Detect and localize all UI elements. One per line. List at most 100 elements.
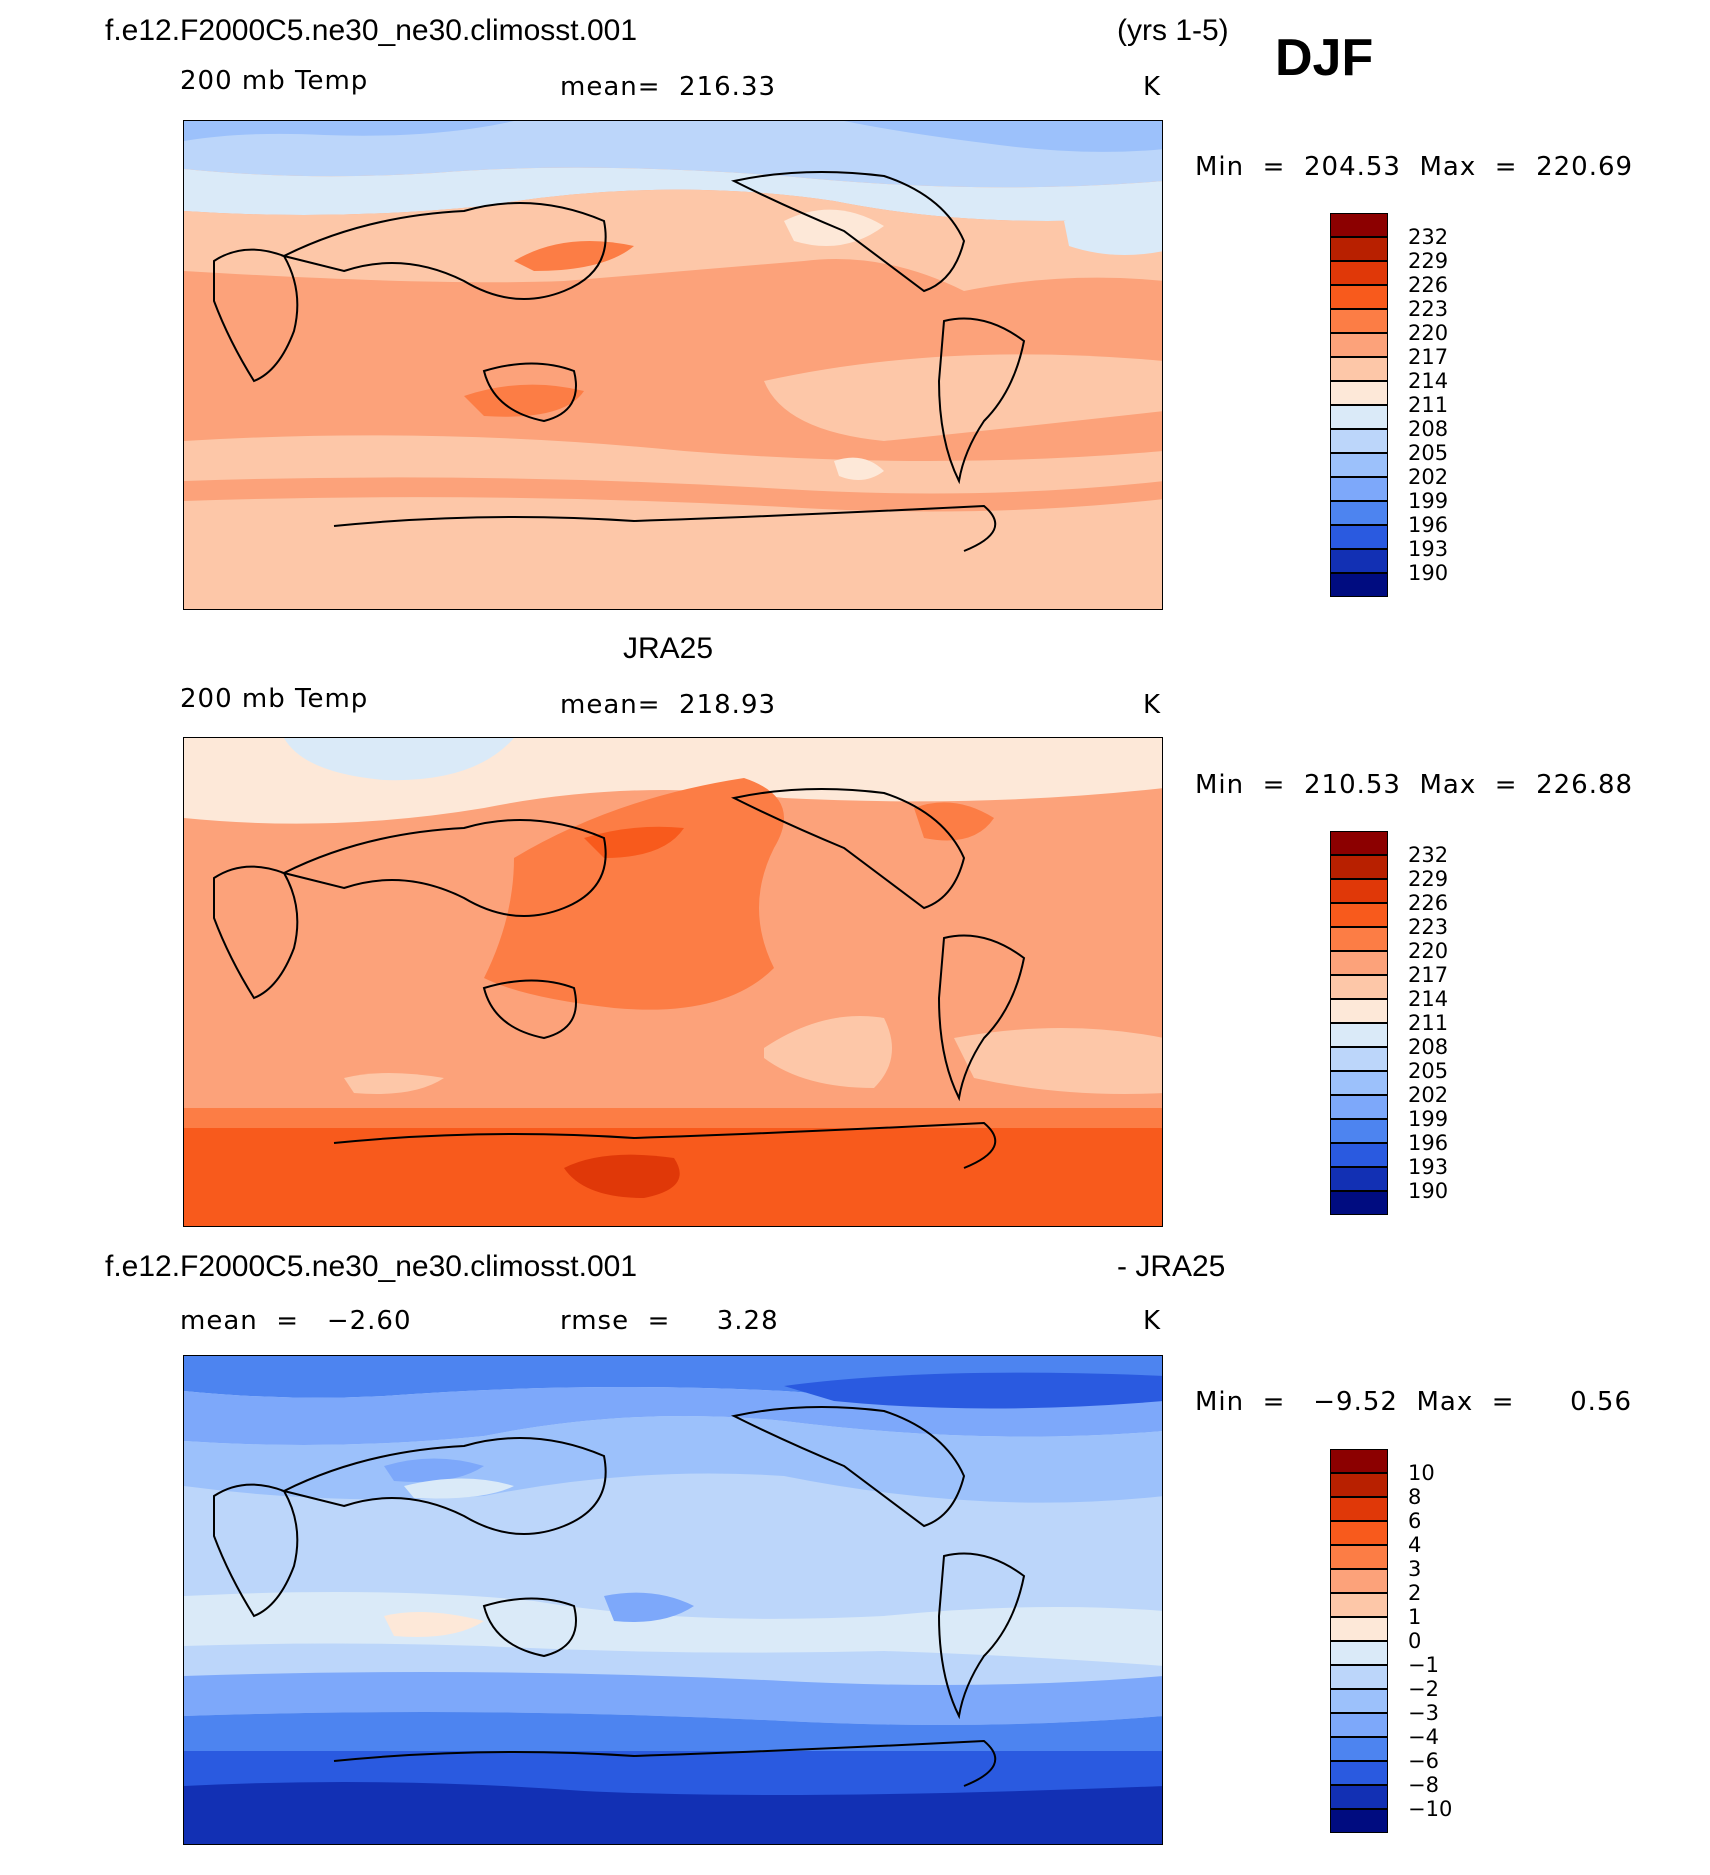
colorbar-box	[1330, 1785, 1388, 1809]
panel1-mean: mean= 216.33	[560, 72, 777, 102]
colorbar-box	[1330, 855, 1388, 879]
colorbar-box	[1330, 1473, 1388, 1497]
panel1-units: K	[1143, 72, 1162, 102]
colorbar-label: 208	[1408, 1035, 1449, 1059]
colorbar-label: 226	[1408, 273, 1449, 297]
panel3-rmse: rmse = 3.28	[560, 1306, 779, 1336]
colorbar-box	[1330, 213, 1388, 237]
colorbar-box	[1330, 1641, 1388, 1665]
colorbar-box	[1330, 879, 1388, 903]
colorbar-label: 229	[1408, 249, 1449, 273]
colorbar-box	[1330, 381, 1388, 405]
colorbar-box	[1330, 1521, 1388, 1545]
colorbar-box	[1330, 1119, 1388, 1143]
panel3-difference-map	[183, 1355, 1163, 1845]
colorbar-label: 10	[1408, 1461, 1435, 1485]
panel1-years: (yrs 1-5)	[1117, 14, 1229, 47]
colorbar-box	[1330, 1023, 1388, 1047]
colorbar-box	[1330, 261, 1388, 285]
colorbar-box	[1330, 903, 1388, 927]
colorbar-label: 8	[1408, 1485, 1422, 1509]
colorbar-box	[1330, 453, 1388, 477]
colorbar-label: 199	[1408, 1107, 1449, 1131]
colorbar-label: −6	[1408, 1749, 1439, 1773]
colorbar-box	[1330, 1809, 1388, 1833]
colorbar-box	[1330, 1689, 1388, 1713]
panel3-units: K	[1143, 1306, 1162, 1336]
colorbar-box	[1330, 1713, 1388, 1737]
colorbar-box	[1330, 1047, 1388, 1071]
colorbar-label: −2	[1408, 1677, 1439, 1701]
colorbar-box	[1330, 573, 1388, 597]
colorbar-box	[1330, 1545, 1388, 1569]
panel3-title: f.e12.F2000C5.ne30_ne30.climosst.001	[105, 1250, 638, 1283]
colorbar-box	[1330, 309, 1388, 333]
colorbar-box	[1330, 357, 1388, 381]
colorbar-box	[1330, 285, 1388, 309]
colorbar-box	[1330, 1071, 1388, 1095]
colorbar-label: 193	[1408, 1155, 1449, 1179]
panel1-minmax: Min = 204.53 Max = 220.69	[1195, 152, 1634, 182]
panel2-title: JRA25	[623, 632, 714, 665]
colorbar-label: 217	[1408, 963, 1449, 987]
colorbar-label: 190	[1408, 561, 1449, 585]
colorbar-label: 226	[1408, 891, 1449, 915]
panel2-variable-label: 200 mb Temp	[180, 684, 369, 714]
colorbar-box	[1330, 333, 1388, 357]
colorbar-label: 6	[1408, 1509, 1422, 1533]
colorbar-box	[1330, 1737, 1388, 1761]
colorbar-box	[1330, 1191, 1388, 1215]
colorbar-label: −3	[1408, 1701, 1439, 1725]
colorbar-label: 2	[1408, 1581, 1422, 1605]
panel1-model-temp-map	[183, 120, 1163, 610]
season-label: DJF	[1275, 29, 1374, 87]
colorbar-label: 214	[1408, 987, 1449, 1011]
colorbar-label: 223	[1408, 297, 1449, 321]
colorbar-box	[1330, 1167, 1388, 1191]
colorbar-box	[1330, 501, 1388, 525]
colorbar-box	[1330, 549, 1388, 573]
colorbar-label: 229	[1408, 867, 1449, 891]
colorbar-box	[1330, 1095, 1388, 1119]
colorbar-label: 211	[1408, 393, 1449, 417]
colorbar-label: 214	[1408, 369, 1449, 393]
colorbar-label: −10	[1408, 1797, 1453, 1821]
panel2-units: K	[1143, 690, 1162, 720]
colorbar-label: −4	[1408, 1725, 1439, 1749]
colorbar-box	[1330, 1143, 1388, 1167]
colorbar-label: 190	[1408, 1179, 1449, 1203]
colorbar-label: 1	[1408, 1605, 1422, 1629]
colorbar-label: 202	[1408, 465, 1449, 489]
colorbar-label: 220	[1408, 939, 1449, 963]
panel1-title: f.e12.F2000C5.ne30_ne30.climosst.001	[105, 14, 638, 47]
panel3-minmax: Min = −9.52 Max = 0.56	[1195, 1387, 1632, 1417]
colorbar-box	[1330, 831, 1388, 855]
colorbar-label: −8	[1408, 1773, 1439, 1797]
colorbar-box	[1330, 975, 1388, 999]
colorbar-label: 196	[1408, 1131, 1449, 1155]
colorbar-label: 205	[1408, 441, 1449, 465]
panel2-reanalysis-temp-map	[183, 737, 1163, 1227]
colorbar-label: 220	[1408, 321, 1449, 345]
colorbar-box	[1330, 1449, 1388, 1473]
colorbar-label: 3	[1408, 1557, 1422, 1581]
colorbar-box	[1330, 1569, 1388, 1593]
colorbar-box	[1330, 1761, 1388, 1785]
panel1-variable-label: 200 mb Temp	[180, 66, 369, 96]
colorbar-label: −1	[1408, 1653, 1439, 1677]
colorbar-label: 217	[1408, 345, 1449, 369]
panel3-subtract-label: - JRA25	[1117, 1250, 1226, 1283]
colorbar-label: 223	[1408, 915, 1449, 939]
panel2-mean: mean= 218.93	[560, 690, 777, 720]
colorbar-box	[1330, 1593, 1388, 1617]
colorbar-label: 205	[1408, 1059, 1449, 1083]
panel3-mean: mean = −2.60	[180, 1306, 412, 1336]
colorbar-box	[1330, 237, 1388, 261]
colorbar-label: 0	[1408, 1629, 1422, 1653]
colorbar-box	[1330, 525, 1388, 549]
colorbar-label: 202	[1408, 1083, 1449, 1107]
colorbar-label: 208	[1408, 417, 1449, 441]
colorbar-box	[1330, 429, 1388, 453]
colorbar-box	[1330, 951, 1388, 975]
panel2-minmax: Min = 210.53 Max = 226.88	[1195, 770, 1634, 800]
